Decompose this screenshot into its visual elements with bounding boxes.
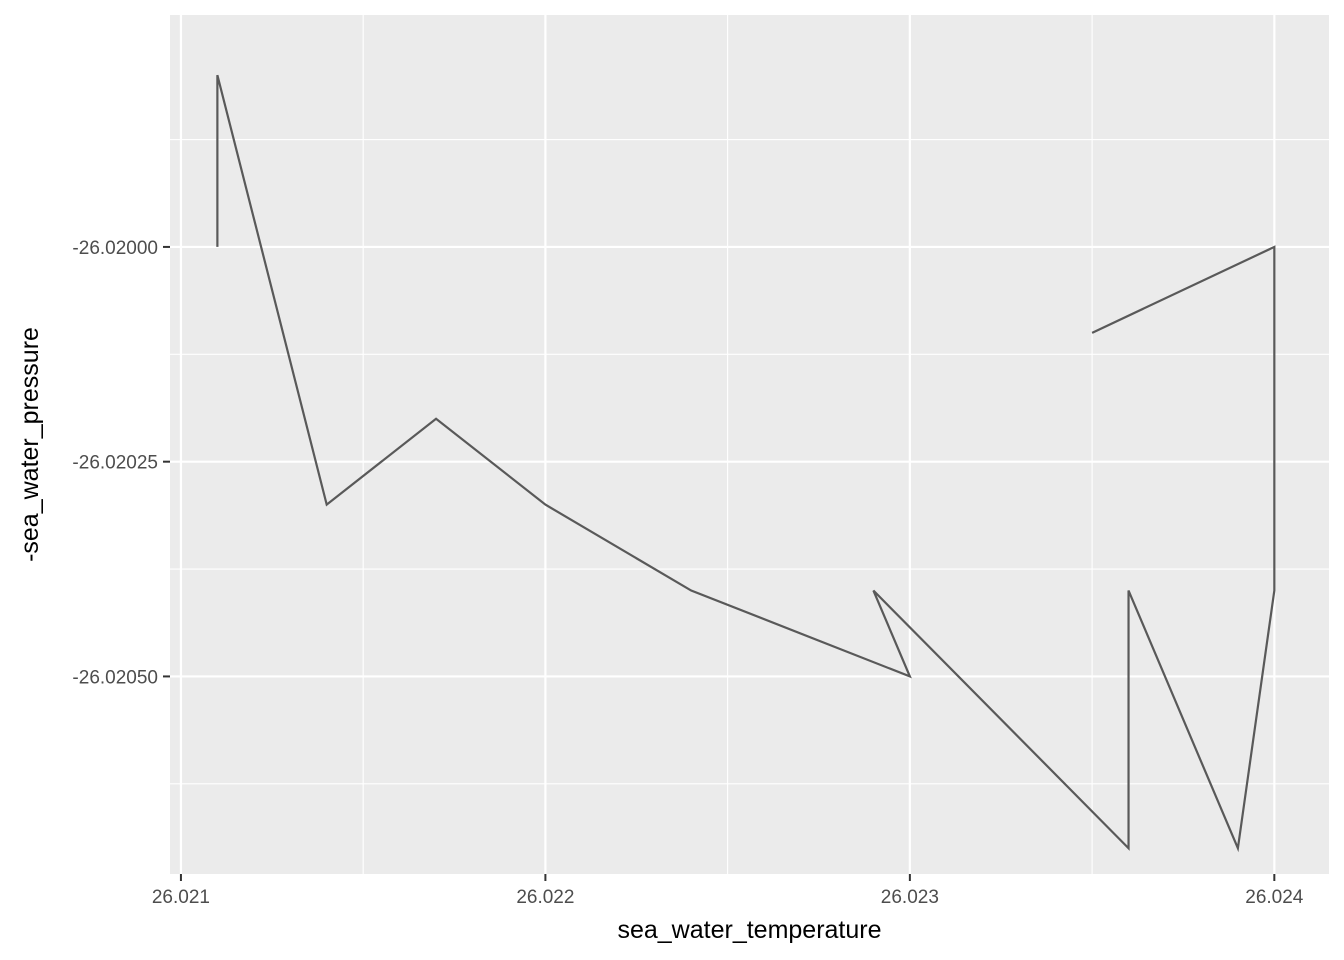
plot-panel [170, 15, 1329, 874]
y-axis: -26.02000 -26.02025 -26.02050 [72, 238, 170, 688]
x-tick-label: 26.024 [1245, 887, 1304, 908]
y-tick-label: -26.02000 [72, 238, 158, 259]
x-tick-label: 26.022 [516, 887, 574, 908]
y-tick-label: -26.02025 [72, 453, 158, 474]
major-gridlines [170, 15, 1329, 874]
x-axis-title: sea_water_temperature [617, 916, 881, 944]
series-line-0 [216, 74, 1276, 853]
series-layer [216, 74, 1276, 853]
x-axis: 26.021 26.022 26.023 26.024 [152, 874, 1304, 908]
x-tick-label: 26.023 [881, 887, 939, 908]
y-axis-title: -sea_water_pressure [16, 327, 44, 562]
x-tick-label: 26.021 [152, 887, 210, 908]
minor-gridlines [170, 15, 1329, 874]
y-tick-label: -26.02050 [72, 667, 158, 688]
